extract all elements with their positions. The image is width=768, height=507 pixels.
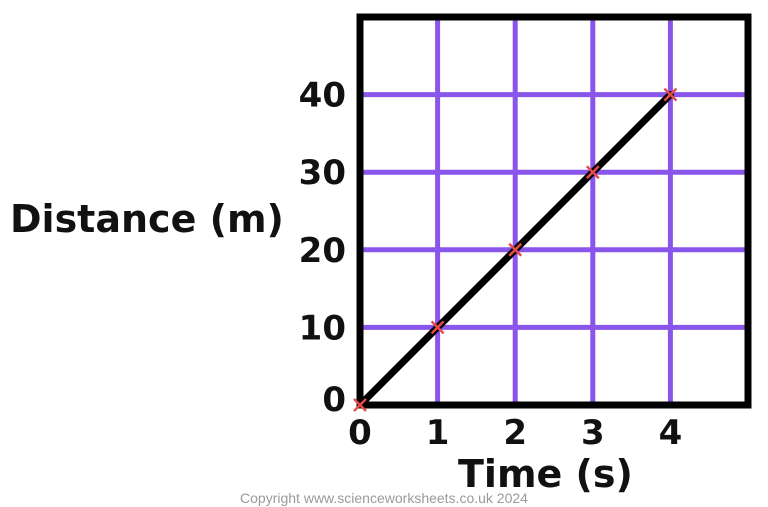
x-tick-label: 0 — [348, 413, 372, 453]
y-tick-label: 30 — [299, 153, 346, 193]
y-axis-label: Distance (m) — [10, 197, 284, 241]
data-point-marker — [663, 87, 678, 102]
data-point-marker — [430, 320, 445, 335]
x-tick-label: 3 — [581, 413, 605, 453]
x-tick-label: 1 — [426, 413, 450, 453]
grid-lines — [360, 17, 748, 405]
y-tick-label: 10 — [299, 308, 346, 348]
x-tick-label: 2 — [503, 413, 527, 453]
y-tick-labels: 0 10 20 30 40 — [299, 76, 346, 420]
plot-frame — [356, 13, 752, 409]
x-axis-label: Time (s) — [458, 452, 633, 496]
x-tick-labels: 0 1 2 3 4 — [348, 413, 682, 453]
data-point-marker — [508, 242, 523, 257]
copyright-text: Copyright www.scienceworksheets.co.uk 20… — [240, 490, 528, 506]
y-tick-label: 20 — [299, 231, 346, 271]
data-point-marker — [353, 398, 367, 412]
data-markers — [353, 87, 678, 412]
data-point-marker — [585, 165, 600, 180]
x-tick-label: 4 — [659, 413, 683, 453]
y-tick-label: 40 — [299, 76, 346, 116]
y-tick-label: 0 — [322, 380, 346, 420]
